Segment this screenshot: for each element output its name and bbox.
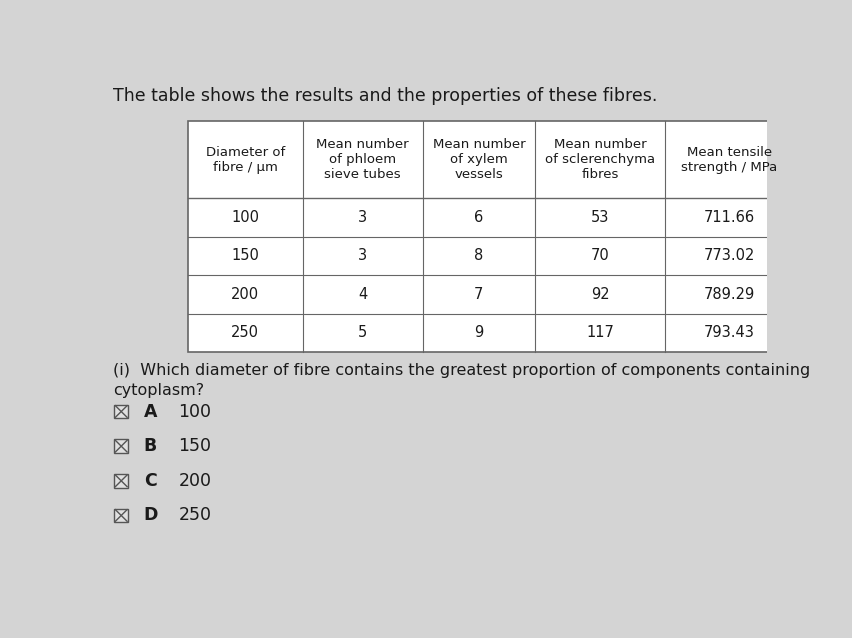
Text: C: C: [144, 472, 157, 490]
Text: 117: 117: [586, 325, 614, 341]
Text: 250: 250: [231, 325, 259, 341]
Bar: [114, 508, 128, 523]
Text: The table shows the results and the properties of these fibres.: The table shows the results and the prop…: [112, 87, 657, 105]
Text: Mean tensile
strength / MPa: Mean tensile strength / MPa: [681, 145, 777, 174]
Text: 200: 200: [179, 472, 211, 490]
Text: 773.02: 773.02: [704, 248, 755, 263]
Text: 3: 3: [358, 248, 367, 263]
Text: 9: 9: [475, 325, 484, 341]
Bar: [114, 439, 128, 453]
Text: 793.43: 793.43: [704, 325, 755, 341]
Text: D: D: [144, 507, 158, 524]
Text: 6: 6: [475, 210, 484, 225]
Bar: [114, 474, 128, 487]
Text: Mean number
of sclerenchyma
fibres: Mean number of sclerenchyma fibres: [545, 138, 655, 181]
Text: 3: 3: [358, 210, 367, 225]
Text: 5: 5: [358, 325, 367, 341]
Text: 250: 250: [179, 507, 211, 524]
Text: (i)  Which diameter of fibre contains the greatest proportion of components cont: (i) Which diameter of fibre contains the…: [112, 363, 810, 398]
Text: 70: 70: [590, 248, 609, 263]
Text: B: B: [144, 437, 157, 455]
Text: Mean number
of xylem
vessels: Mean number of xylem vessels: [433, 138, 525, 181]
Text: 8: 8: [475, 248, 484, 263]
Text: 100: 100: [231, 210, 259, 225]
Text: 150: 150: [179, 437, 211, 455]
Text: 711.66: 711.66: [704, 210, 755, 225]
Text: 7: 7: [475, 287, 484, 302]
Text: 789.29: 789.29: [704, 287, 755, 302]
Text: 200: 200: [231, 287, 259, 302]
Text: 150: 150: [231, 248, 259, 263]
Text: 100: 100: [179, 403, 211, 420]
Bar: [114, 404, 128, 419]
Text: Mean number
of phloem
sieve tubes: Mean number of phloem sieve tubes: [316, 138, 409, 181]
Text: 92: 92: [591, 287, 609, 302]
Text: A: A: [144, 403, 158, 420]
Text: 53: 53: [591, 210, 609, 225]
Text: Diameter of
fibre / μm: Diameter of fibre / μm: [205, 145, 285, 174]
Text: 4: 4: [358, 287, 367, 302]
